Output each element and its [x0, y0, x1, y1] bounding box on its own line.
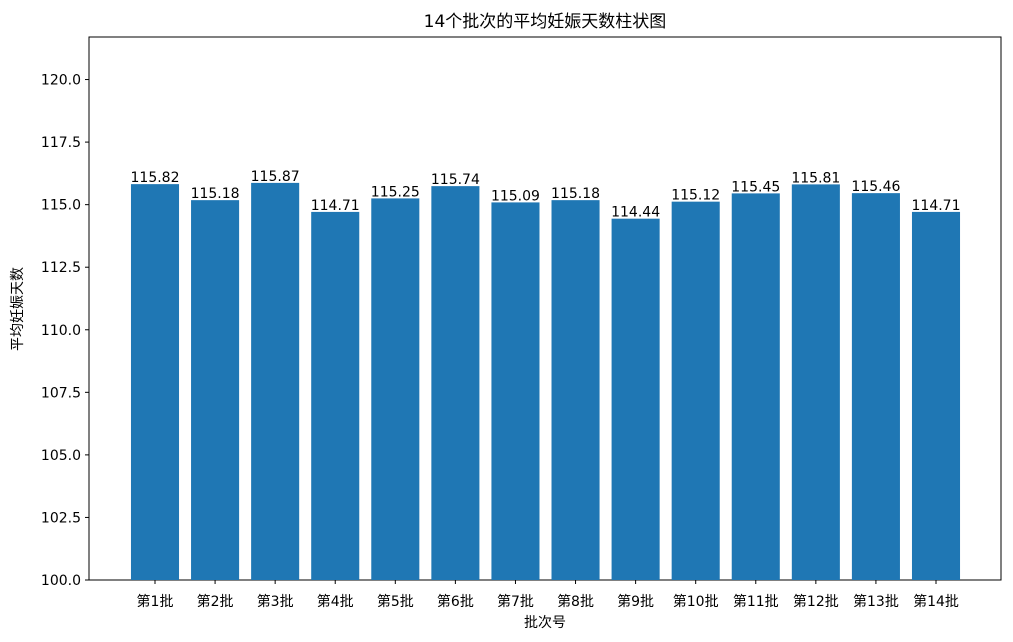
x-tick-label: 第7批 — [497, 593, 534, 610]
bar — [191, 200, 240, 581]
bar — [551, 200, 600, 581]
x-tick-label: 第8批 — [557, 593, 594, 610]
bar — [851, 193, 900, 580]
bar-value-label: 115.74 — [431, 172, 480, 188]
x-tick-label: 第13批 — [853, 593, 899, 610]
bar-value-label: 114.71 — [912, 198, 961, 214]
bar-value-label: 115.25 — [371, 184, 420, 200]
y-tick-label: 115.0 — [41, 198, 81, 214]
plot-area — [88, 36, 1002, 581]
bar — [731, 193, 780, 580]
bar — [491, 202, 540, 581]
bar — [431, 186, 480, 580]
bar-value-label: 115.45 — [731, 179, 780, 195]
bar-value-label: 115.81 — [791, 170, 840, 186]
x-tick-label: 第14批 — [913, 593, 959, 610]
bar-value-label: 115.87 — [251, 169, 300, 185]
y-tick-label: 105.0 — [41, 448, 81, 464]
x-tick-label: 第4批 — [317, 593, 354, 610]
bar — [130, 184, 180, 580]
bar — [611, 218, 660, 580]
bar-value-label: 115.18 — [551, 186, 600, 202]
data-labels-group: 115.82 115.18 115.87 114.71 115.25 115.74 115.… — [131, 169, 961, 221]
y-tick-label: 100.0 — [41, 573, 81, 589]
x-tick-label: 第2批 — [197, 593, 234, 610]
y-tick-label: 120.0 — [41, 73, 81, 89]
x-tick-label: 第10批 — [673, 593, 719, 610]
bar-value-label: 115.18 — [191, 186, 240, 202]
bar-value-label: 115.46 — [851, 179, 900, 195]
bar-value-label: 115.12 — [671, 188, 720, 204]
plot-frame — [88, 36, 1002, 581]
bars-group — [130, 182, 961, 581]
y-axis-label: 平均妊娠天数 — [10, 267, 26, 351]
x-tick-label: 第6批 — [437, 593, 474, 610]
bar-value-label: 114.71 — [311, 198, 360, 214]
bar — [311, 211, 360, 580]
bar — [671, 201, 720, 580]
x-tick-label: 第5批 — [377, 593, 414, 610]
y-tick-label: 107.5 — [41, 385, 81, 401]
bar — [911, 211, 961, 580]
y-axis: 100.0 102.5 105.0 107.5 110.0 112.5 115.0 117.5… — [41, 73, 89, 589]
x-tick-label: 第11批 — [733, 593, 779, 610]
bar — [371, 198, 420, 580]
y-tick-label: 112.5 — [41, 260, 81, 276]
bar — [251, 182, 300, 580]
x-axis: 第1批 第2批 第3批 第4批 第5批 第6批 第7批 第8批 第9批 第10批 第11批 第12批第… — [137, 580, 959, 610]
x-tick-label: 第1批 — [137, 593, 174, 610]
y-tick-label: 110.0 — [41, 323, 81, 339]
x-tick-label: 第9批 — [617, 593, 654, 610]
bar-value-label: 115.82 — [131, 170, 180, 186]
x-axis-label: 批次号 — [524, 615, 566, 631]
x-tick-label: 第12批 — [793, 593, 839, 610]
bar-value-label: 114.44 — [611, 205, 660, 221]
y-tick-label: 102.5 — [41, 510, 81, 526]
chart-title: 14个批次的平均妊娠天数柱状图 — [424, 12, 667, 32]
y-tick-label: 117.5 — [41, 135, 81, 151]
bar-value-label: 115.09 — [491, 188, 540, 204]
x-tick-label: 第3批 — [257, 593, 294, 610]
bar — [791, 184, 840, 580]
